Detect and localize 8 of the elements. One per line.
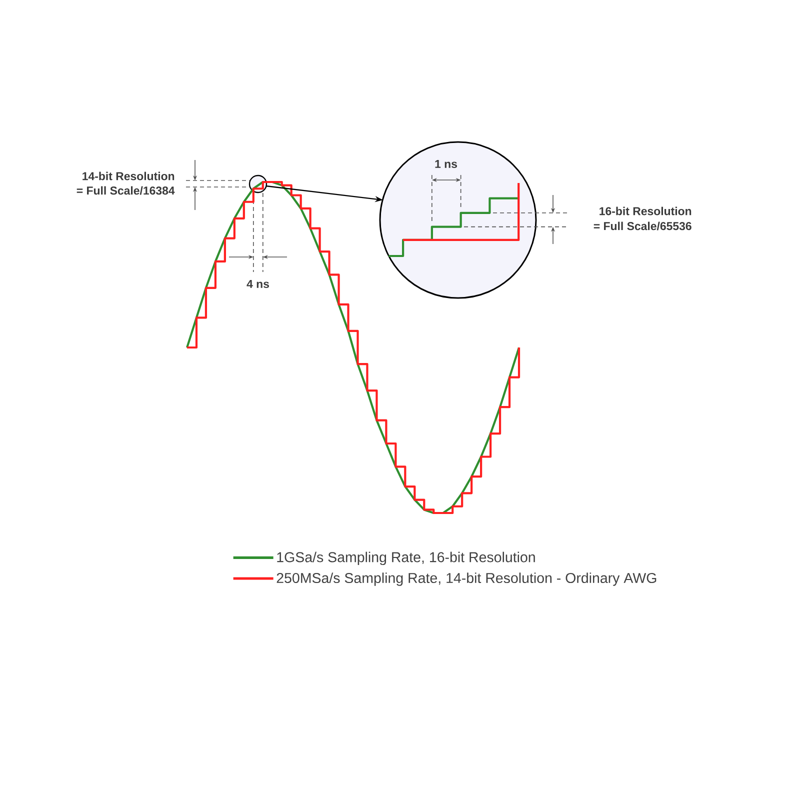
text: 1 ns — [435, 160, 457, 168]
legend-label: 1GSa/s Sampling Rate, 16-bit Resolution — [277, 552, 535, 566]
text: 14-bit Resolution — [82, 172, 174, 180]
legend-label: 250MSa/s Sampling Rate, 14-bit Resolution - Ordinary AWG — [276, 572, 656, 586]
text: 16-bit Resolution — [600, 206, 692, 216]
text: = Full Scale/16384 — [76, 186, 175, 195]
text: = Full Scale/65536 — [594, 222, 692, 230]
annotation: 4 ns — [246, 280, 269, 288]
